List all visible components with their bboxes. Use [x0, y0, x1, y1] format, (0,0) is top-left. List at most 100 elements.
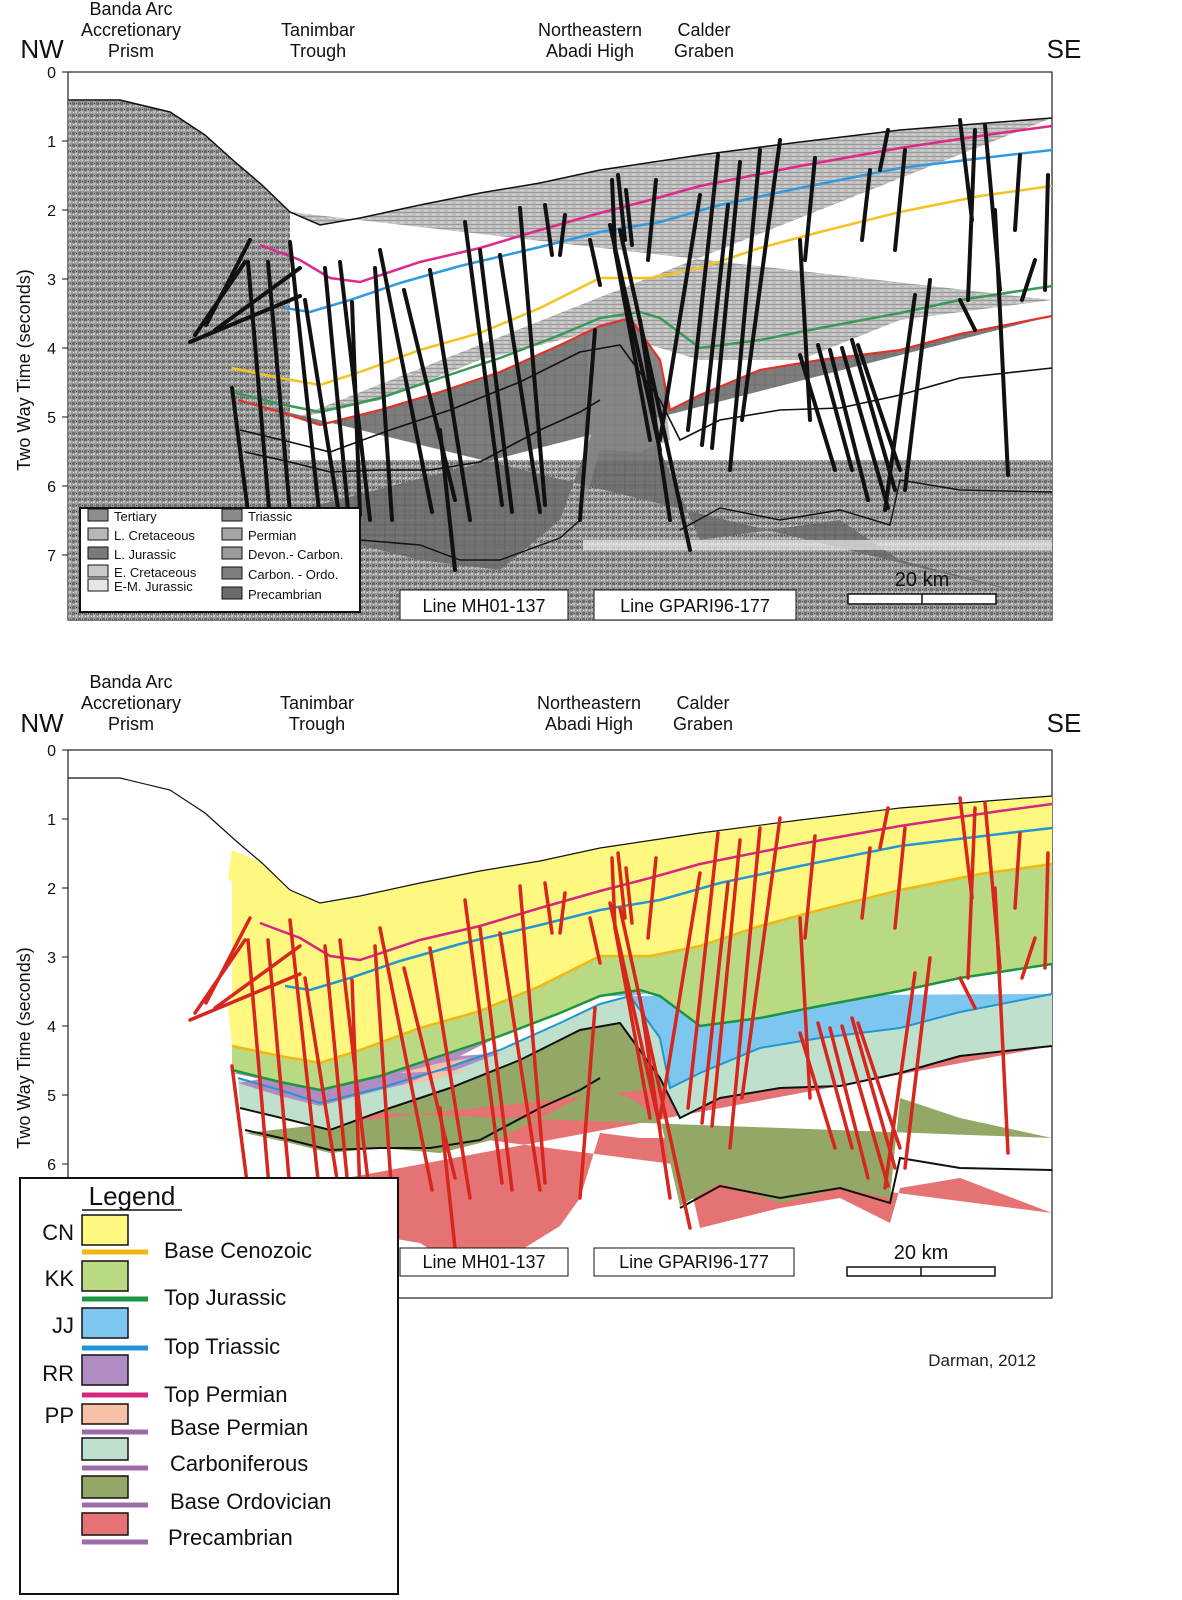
legend-swatch — [81, 1307, 129, 1339]
fault-line — [428, 268, 472, 522]
seismic-legend-swatch — [221, 546, 243, 560]
deep-section-shading — [238, 316, 1052, 600]
fault-line — [323, 266, 350, 512]
fault-line — [323, 944, 350, 1190]
seismic-legend-label: L. Cretaceous — [114, 528, 195, 543]
fault-line — [402, 288, 457, 502]
fault-line — [616, 851, 627, 920]
seismic-legend: Tertiary L. Cretaceous L. Jurassic E. Creta… — [79, 507, 361, 613]
fault-line — [860, 168, 872, 242]
horizon-top-jurassic — [231, 962, 1053, 1092]
fault-line — [1020, 936, 1037, 980]
fault-line — [498, 931, 542, 1192]
fault-line — [373, 944, 394, 1200]
interpretation-panel: NW SE 0 1 2 3 4 5 6 Two Way Time (seconds) Banda A… — [14, 672, 1081, 1299]
seismic-legend-frame — [79, 507, 361, 613]
feature-label-calder: Graben — [673, 714, 733, 734]
fault-line — [266, 260, 292, 514]
fault-line — [543, 881, 554, 935]
fault-line — [558, 891, 567, 935]
seismic-legend-label: Precambrian — [248, 587, 322, 602]
y-axis-tick-label: 6 — [47, 1157, 56, 1174]
line-label-box — [593, 1247, 795, 1277]
legend-swatch — [81, 1214, 129, 1246]
feature-label-calder: Calder — [676, 693, 729, 713]
legend-swatch — [81, 1475, 129, 1499]
unit-jurassic — [232, 864, 1052, 1090]
fault-line — [646, 856, 658, 940]
fault-line — [710, 838, 742, 1128]
line-label-text: Line GPARI96-177 — [619, 1252, 769, 1272]
fault-line — [798, 238, 812, 422]
fault-line — [378, 926, 434, 1192]
legend-unit-code: JJ — [52, 1313, 74, 1338]
fault-line — [558, 213, 567, 257]
seismic-legend-label: Devon.- Carbon. — [248, 547, 343, 562]
fault-line — [188, 972, 302, 1022]
fault-line — [798, 1031, 837, 1150]
legend-swatch — [81, 1512, 129, 1536]
seismic-panel: NW SE 0 1 2 3 4 5 6 7 Two Way Time (seconds) Banda … — [14, 0, 1081, 621]
legend-unit-code: PP — [45, 1403, 74, 1428]
fault-line — [903, 956, 932, 1170]
fault-line — [230, 1064, 250, 1192]
line-label-box — [593, 589, 797, 621]
feature-label-abadi: Northeastern — [538, 20, 642, 40]
fault-line — [840, 346, 890, 510]
fault-line — [740, 138, 782, 422]
section-gap — [583, 540, 1052, 550]
fault-line — [213, 266, 302, 332]
seismic-legend-label: Triassic — [248, 509, 293, 524]
fault-line — [638, 996, 672, 1200]
line-label-text: Line MH01-137 — [422, 1252, 545, 1272]
fault-line — [303, 976, 342, 1200]
feature-label-calder: Calder — [677, 20, 730, 40]
horizon-black-2 — [244, 1077, 601, 1152]
fault-line — [798, 353, 837, 472]
fault-line — [803, 156, 817, 262]
horizon-black-2 — [244, 399, 601, 473]
horizon-top-triassic-blue — [284, 148, 1053, 314]
fault-line — [578, 328, 597, 522]
y-axis-tick-label: 1 — [47, 812, 56, 829]
seismic-legend-swatch — [87, 508, 109, 522]
fault-line — [588, 238, 602, 287]
fault-line — [710, 160, 742, 450]
feature-label-abadi: Abadi High — [546, 41, 634, 61]
y-axis-label: Two Way Time (seconds) — [14, 269, 34, 470]
y-axis-tick-label: 5 — [47, 1088, 56, 1105]
legend-swatch — [81, 1354, 129, 1386]
y-axis-tick-label: 3 — [47, 272, 56, 289]
horizon-black-4 — [679, 479, 1053, 531]
legend-horizon-label: Base Cenozoic — [164, 1238, 312, 1263]
fault-line — [193, 260, 247, 337]
fault-line — [828, 348, 870, 502]
fault-line — [518, 884, 547, 1185]
feature-label-tanimbar: Trough — [290, 41, 346, 61]
seismic-legend-swatch — [87, 564, 109, 578]
horizon-top-jurassic-green — [231, 284, 1053, 414]
line-label-text: Line GPARI96-177 — [620, 596, 770, 616]
feature-label-abadi: Abadi High — [545, 714, 633, 734]
fault-line — [700, 203, 730, 447]
seismic-legend-label: E-M. Jurassic — [114, 579, 193, 594]
fault-line — [958, 796, 974, 900]
fault-line — [1013, 153, 1022, 232]
fault-line — [893, 826, 907, 930]
fault-line — [686, 831, 720, 1110]
fault-line — [700, 881, 730, 1125]
legend-horizon-label: Base Permian — [170, 1415, 308, 1440]
legend-swatch — [81, 1437, 129, 1461]
seismic-legend-swatch — [87, 546, 109, 560]
fault-line — [883, 971, 917, 1190]
unit-precambrian — [240, 1023, 1052, 1268]
y-axis-tick-label: 1 — [47, 134, 56, 151]
fault-line — [463, 220, 504, 507]
fault-line — [616, 173, 627, 242]
feature-label-banda: Prism — [108, 41, 154, 61]
fault-line — [893, 148, 907, 252]
feature-label-abadi: Northeastern — [537, 693, 641, 713]
fault-line — [578, 1006, 597, 1200]
seismic-legend-swatch — [221, 586, 243, 600]
feature-label-banda: Accretionary — [81, 20, 181, 40]
